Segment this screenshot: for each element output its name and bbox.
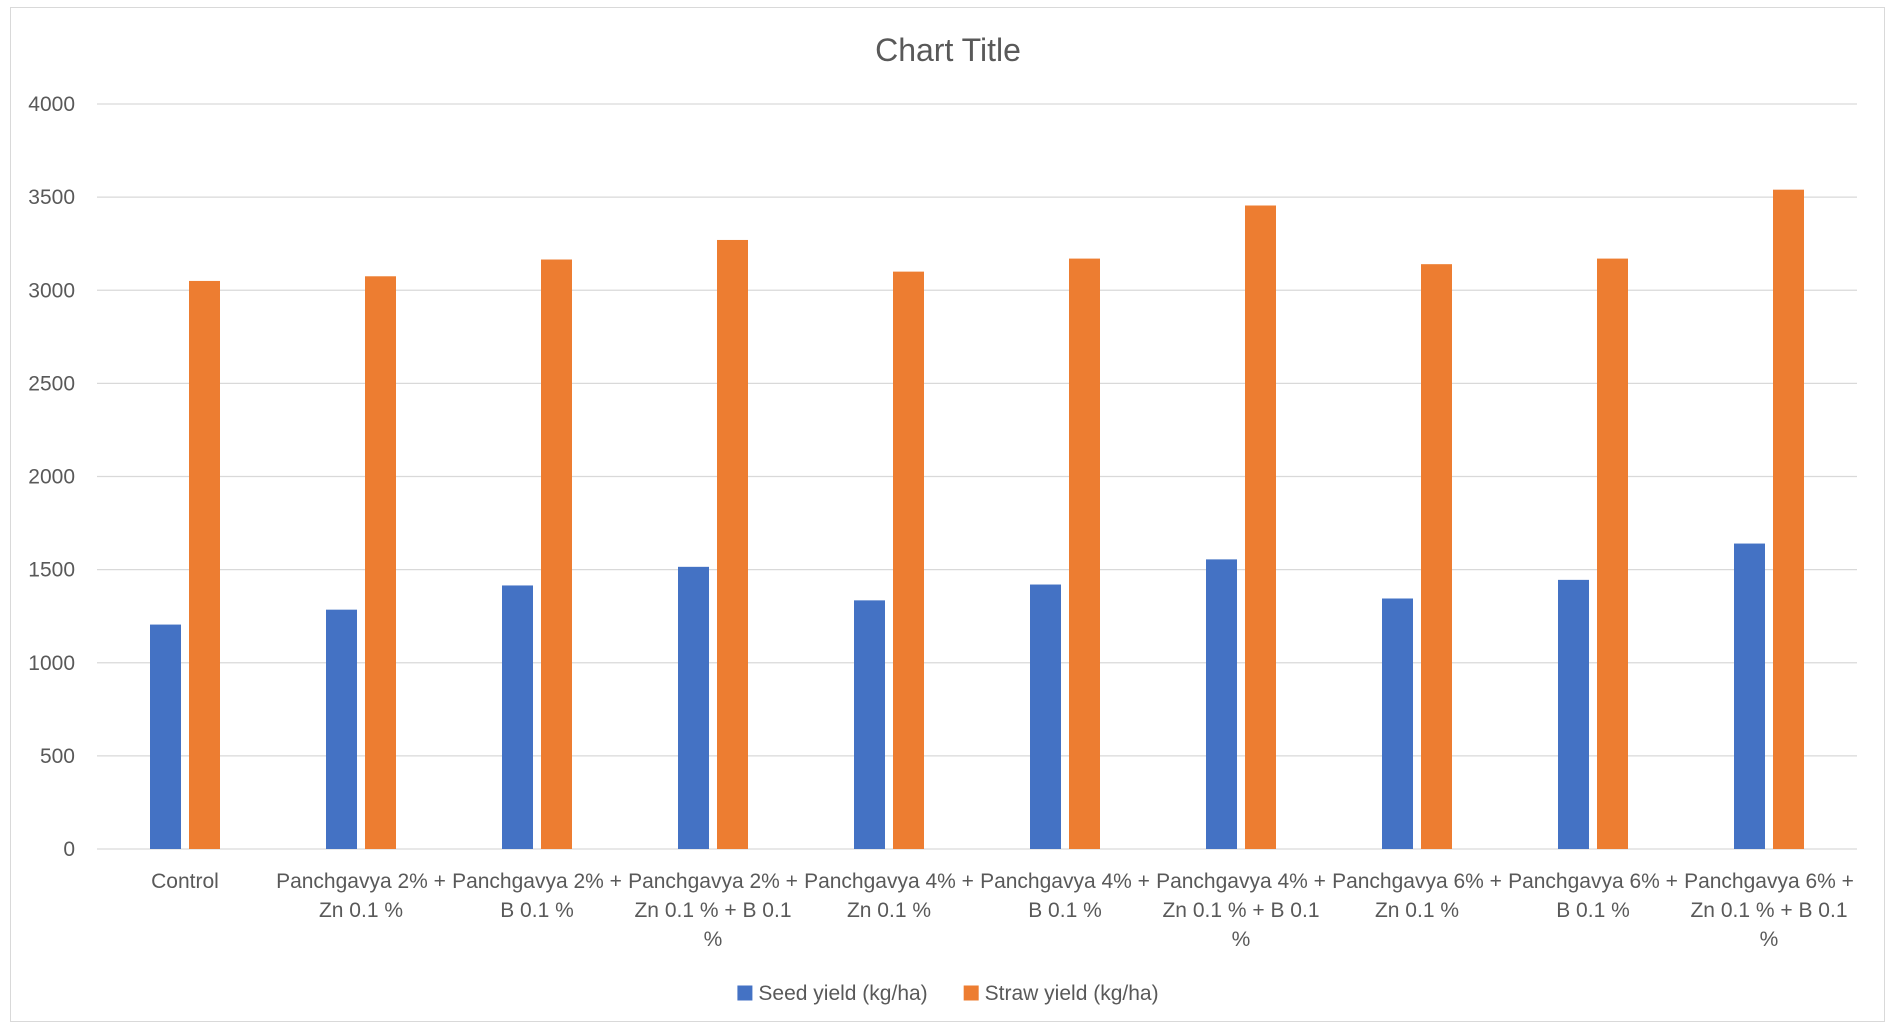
- chart-frame: [10, 7, 1885, 1022]
- x-category-label: Panchgavya 6% + B 0.1 %: [1508, 870, 1678, 922]
- bars: [150, 189, 1804, 850]
- y-tick-label: 2500: [28, 372, 75, 395]
- chart-title: Chart Title: [875, 32, 1021, 68]
- legend-item: Seed yield (kg/ha): [737, 982, 928, 1005]
- y-tick-label: 3000: [28, 279, 75, 302]
- seed-yield-bar: [1558, 579, 1589, 849]
- x-category-label: Panchgavya 4% + Zn 0.1 %: [804, 870, 974, 922]
- seed-yield-bar: [1206, 559, 1237, 849]
- straw-yield-bar: [1245, 205, 1276, 850]
- x-category-label: Panchgavya 2% + Zn 0.1 %: [276, 870, 446, 922]
- straw-yield-bar: [1421, 264, 1452, 849]
- x-axis-category-labels: Control Panchgavya 2% + Zn 0.1 %Panchgavya…: [151, 870, 1854, 951]
- seed-yield-bar: [326, 609, 357, 849]
- x-category-label: Panchgavya 6% + Zn 0.1 %: [1332, 870, 1502, 922]
- seed-yield-bar: [502, 585, 533, 849]
- seed-yield-bar: [150, 624, 181, 849]
- y-tick-label: 4000: [28, 93, 75, 116]
- x-category-label: Panchgavya 2% + B 0.1 %: [452, 870, 622, 922]
- straw-yield-bar: [1597, 258, 1628, 849]
- gridlines: [97, 103, 1857, 850]
- seed-yield-bar: [1030, 584, 1061, 849]
- seed-yield-bar: [854, 600, 885, 849]
- x-category-label: Control: [151, 870, 219, 893]
- legend-swatch: [963, 985, 979, 1001]
- legend-label: Seed yield (kg/ha): [758, 982, 927, 1005]
- legend: Seed yield (kg/ha) Straw yield (kg/ha): [737, 982, 1159, 1005]
- straw-yield-bar: [893, 271, 924, 849]
- y-tick-label: 0: [63, 838, 75, 861]
- straw-yield-bar: [1069, 258, 1100, 849]
- y-tick-label: 500: [40, 745, 75, 768]
- straw-yield-bar: [717, 239, 748, 849]
- legend-swatch: [737, 985, 753, 1001]
- seed-yield-bar: [678, 566, 709, 849]
- straw-yield-bar: [189, 280, 220, 849]
- y-tick-label: 2000: [28, 466, 75, 489]
- straw-yield-bar: [365, 276, 396, 849]
- y-tick-label: 3500: [28, 186, 75, 209]
- y-tick-label: 1500: [28, 559, 75, 582]
- legend-label: Straw yield (kg/ha): [985, 982, 1159, 1005]
- y-axis-tick-labels: 0 500 1000 1500 2000 2500 3000 3500 4000: [28, 93, 75, 861]
- x-category-label: Panchgavya 6% + Zn 0.1 % + B 0.1%: [1684, 870, 1854, 951]
- seed-yield-bar: [1382, 598, 1413, 849]
- y-tick-label: 1000: [28, 652, 75, 675]
- x-category-label: Panchgavya 4% + B 0.1 %: [980, 870, 1150, 922]
- straw-yield-bar: [541, 259, 572, 849]
- x-category-label: Panchgavya 4% + Zn 0.1 % + B 0.1%: [1156, 870, 1326, 951]
- straw-yield-bar: [1773, 189, 1804, 850]
- legend-item: Straw yield (kg/ha): [963, 982, 1159, 1005]
- seed-yield-bar: [1734, 543, 1765, 849]
- x-category-label: Panchgavya 2% + Zn 0.1 % + B 0.1%: [628, 870, 798, 951]
